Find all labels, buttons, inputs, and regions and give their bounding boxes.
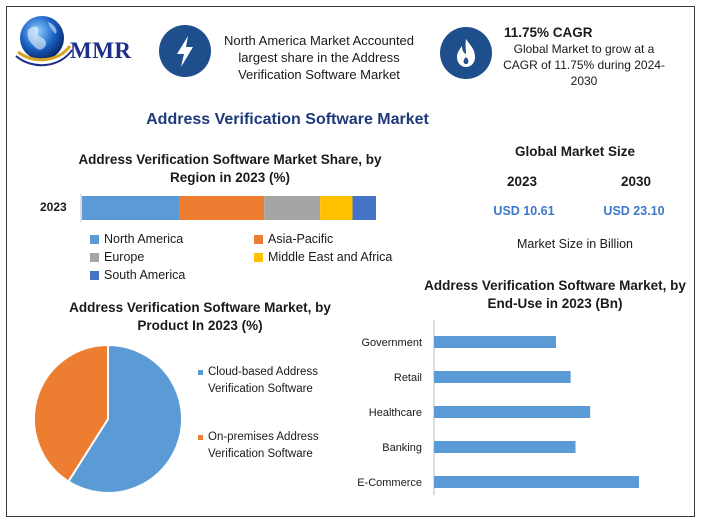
enduse-bar <box>434 406 591 418</box>
region-bar-segment <box>320 196 353 220</box>
enduse-bar <box>434 476 639 488</box>
legend-label: North America <box>104 232 184 246</box>
enduse-bar <box>434 336 556 348</box>
brand-logo: MMR <box>14 12 144 72</box>
enduse-bar <box>434 441 576 453</box>
region-chart-title: Address Verification Software Market Sha… <box>78 152 382 185</box>
region-stacked-bar <box>80 194 376 222</box>
share-fact: North America Market Accounted largest s… <box>223 33 415 82</box>
flame-icon <box>440 27 492 79</box>
page-title: Address Verification Software Market <box>146 111 429 128</box>
legend-europe: Europe <box>90 250 144 264</box>
lightning-bolt-icon <box>159 25 211 77</box>
market-value-2023: USD 10.61 <box>493 204 555 218</box>
enduse-bar-chart: Government Retail Healthcare Banking E-Comme… <box>357 320 639 495</box>
legend-on-premises: On-premises Address Verification Softwar… <box>198 429 338 463</box>
legend-middle-east-africa: Middle East and Africa <box>254 250 392 264</box>
product-pie <box>33 343 183 494</box>
enduse-bar <box>434 371 571 383</box>
legend-south-america: South America <box>90 268 185 282</box>
enduse-category-label: E-Commerce <box>357 477 422 489</box>
legend-label: South America <box>104 268 186 282</box>
market-year-2023: 2023 <box>506 174 538 189</box>
enduse-category-label: Government <box>361 337 422 349</box>
cagr-text: Global Market to grow at a CAGR of 11.75… <box>503 42 665 88</box>
enduse-chart-title: Address Verification Software Market, by… <box>424 278 686 311</box>
product-chart-title: Address Verification Software Market, by… <box>69 300 331 333</box>
globe-icon <box>15 16 73 67</box>
region-bar-segment <box>264 196 321 220</box>
legend-swatch <box>198 370 203 375</box>
legend-swatch <box>90 270 99 280</box>
region-bar-segment <box>179 196 265 220</box>
legend-label: Middle East and Africa <box>268 250 393 264</box>
enduse-category-label: Banking <box>382 442 422 454</box>
market-unit-note: Market Size in Billion <box>516 237 633 251</box>
legend-cloud: Cloud-based Address Verification Softwar… <box>198 364 338 398</box>
enduse-category-label: Retail <box>394 372 422 384</box>
legend-label: Cloud-based Address Verification Softwar… <box>208 366 318 395</box>
cagr-title: 11.75% CAGR <box>504 25 593 40</box>
legend-label: On-premises Address Verification Softwar… <box>208 431 319 460</box>
legend-label: Europe <box>104 250 145 264</box>
legend-swatch <box>90 252 99 262</box>
pie-slice <box>33 343 109 483</box>
legend-asia-pacific: Asia-Pacific <box>254 232 333 246</box>
market-size-title: Global Market Size <box>514 144 636 159</box>
region-bar-segment <box>82 196 180 220</box>
enduse-category-label: Healthcare <box>369 407 422 419</box>
region-bar-segment <box>352 196 376 220</box>
market-value-2030: USD 23.10 <box>603 204 665 218</box>
pie-slice <box>66 343 183 494</box>
region-year-label: 2023 <box>40 200 67 214</box>
market-year-2030: 2030 <box>620 174 652 189</box>
legend-swatch <box>198 435 203 440</box>
legend-label: Asia-Pacific <box>268 232 334 246</box>
brand-name: MMR <box>70 38 132 63</box>
page-frame <box>6 6 695 517</box>
legend-north-america: North America <box>90 232 183 246</box>
legend-swatch <box>254 252 263 262</box>
legend-swatch <box>90 234 99 244</box>
legend-swatch <box>254 234 263 244</box>
